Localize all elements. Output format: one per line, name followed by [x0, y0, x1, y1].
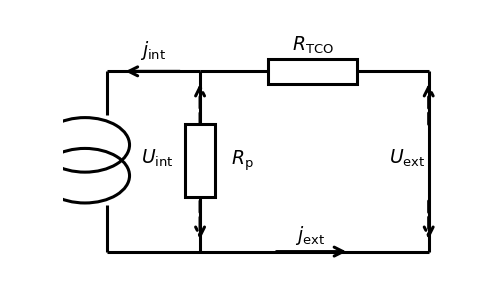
Text: $j_{\rm ext}$: $j_{\rm ext}$ — [296, 224, 326, 247]
Text: $R_{\rm TCO}$: $R_{\rm TCO}$ — [292, 34, 334, 56]
Bar — [186, 124, 215, 197]
Text: $U_{\rm ext}$: $U_{\rm ext}$ — [389, 147, 426, 168]
Text: $j_{\rm int}$: $j_{\rm int}$ — [140, 38, 166, 62]
Text: $U_{\rm int}$: $U_{\rm int}$ — [141, 147, 174, 168]
Text: $R_{\rm p}$: $R_{\rm p}$ — [232, 148, 254, 173]
Bar — [268, 59, 357, 84]
